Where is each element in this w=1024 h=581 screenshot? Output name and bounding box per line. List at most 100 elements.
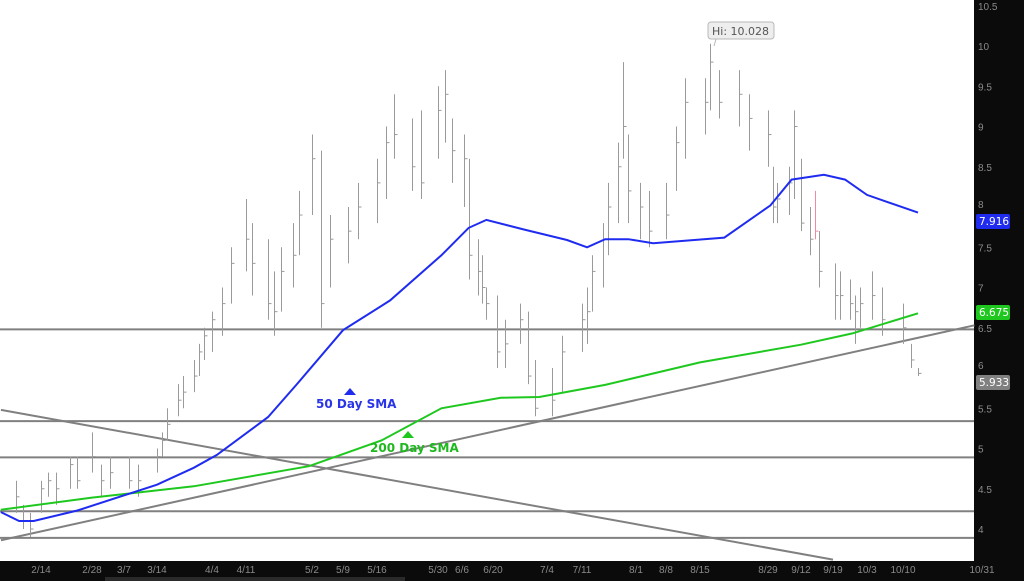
x-tick-label: 8/15 bbox=[690, 565, 710, 576]
ohlc-bar bbox=[486, 287, 490, 320]
ohlc-bar bbox=[850, 279, 854, 320]
ohlc-bar bbox=[835, 263, 839, 320]
ohlc-bar bbox=[719, 70, 723, 119]
ohlc-bar bbox=[587, 287, 591, 344]
scrollbar[interactable] bbox=[105, 577, 405, 581]
ohlc-bar bbox=[199, 343, 203, 377]
x-tick-label: 4/4 bbox=[205, 565, 219, 576]
x-axis: 2/14 2/28 3/7 3/14 4/4 4/11 5/2 5/9 5/16 5/30 6/6 6… bbox=[31, 565, 995, 576]
ohlc-bar bbox=[860, 287, 864, 328]
ohlc-bar bbox=[48, 472, 52, 497]
ohlc-bar bbox=[56, 472, 60, 505]
ohlc-bar bbox=[739, 70, 743, 127]
ohlc-bar bbox=[194, 359, 198, 393]
ohlc-bar bbox=[552, 368, 556, 417]
ohlc-bar bbox=[685, 78, 689, 159]
x-tick-label: 9/12 bbox=[791, 565, 811, 576]
last-price-tag: 5.933 bbox=[976, 375, 1010, 390]
svg-text:6.675: 6.675 bbox=[979, 307, 1009, 319]
x-tick-label: 7/4 bbox=[540, 565, 554, 576]
x-tick-label: 7/11 bbox=[573, 565, 592, 576]
x-tick-label: 6/20 bbox=[483, 565, 503, 576]
y-tick-label: 6.5 bbox=[978, 324, 992, 335]
ohlc-bar bbox=[348, 207, 352, 264]
ohlc-bar bbox=[452, 118, 456, 183]
y-tick-label: 8.5 bbox=[978, 163, 992, 174]
ohlc-bar bbox=[312, 134, 316, 216]
ohlc-bar bbox=[204, 327, 208, 360]
ohlc-bar bbox=[412, 118, 416, 191]
ohlc-bar bbox=[469, 158, 473, 280]
ohlc-bar bbox=[101, 464, 105, 497]
sma50-annotation: 50 Day SMA bbox=[316, 388, 397, 411]
ohlc-bar bbox=[281, 247, 285, 312]
x-tick-label: 5/30 bbox=[428, 565, 448, 576]
ohlc-bar bbox=[840, 271, 844, 320]
ohlc-bar bbox=[819, 231, 823, 288]
ohlc-bar bbox=[773, 166, 777, 224]
ohlc-bar bbox=[77, 456, 81, 489]
ohlc-bar bbox=[562, 335, 566, 393]
ohlc-bar bbox=[421, 110, 425, 199]
ohlc-bar bbox=[628, 134, 632, 224]
ohlc-bar bbox=[872, 271, 876, 320]
y-tick-label: 4.5 bbox=[978, 485, 992, 496]
ohlc-bar bbox=[801, 158, 805, 232]
triangle-up-icon bbox=[402, 431, 414, 438]
ohlc-bar bbox=[676, 126, 680, 191]
ohlc-bar bbox=[911, 343, 915, 368]
ohlc-bar bbox=[815, 190, 819, 240]
sma50-line bbox=[0, 173, 919, 522]
ohlc-bar bbox=[640, 182, 644, 240]
y-tick-label: 8 bbox=[978, 200, 984, 211]
triangle-up-icon bbox=[344, 388, 356, 395]
ohlc-bar bbox=[592, 255, 596, 312]
sma200-value-tag: 6.675 bbox=[976, 305, 1010, 320]
ohlc-bar bbox=[299, 190, 303, 256]
ohlc-bar bbox=[855, 295, 859, 344]
x-tick-label: 8/1 bbox=[629, 565, 643, 576]
ohlc-bar bbox=[30, 512, 34, 538]
ohlc-bar bbox=[394, 94, 398, 159]
ohlc-bar bbox=[520, 303, 524, 344]
x-tick-label: 3/14 bbox=[147, 565, 167, 576]
ohlc-bar bbox=[445, 70, 449, 143]
sma200-annotation: 200 Day SMA bbox=[370, 431, 460, 455]
ohlc-bar bbox=[438, 86, 442, 159]
trendlines bbox=[0, 324, 975, 561]
ohlc-bar bbox=[618, 142, 622, 224]
ohlc-bar bbox=[528, 311, 532, 385]
ohlc-bar bbox=[918, 368, 922, 377]
ohlc-bar bbox=[212, 311, 216, 352]
ohlc-bar bbox=[70, 456, 74, 489]
ohlc-bar bbox=[768, 110, 772, 167]
y-tick-label: 4 bbox=[978, 525, 984, 536]
ohlc-bar bbox=[777, 182, 781, 224]
ohlc-bar bbox=[649, 190, 653, 248]
x-tick-label: 9/19 bbox=[823, 565, 843, 576]
y-tick-label: 9.5 bbox=[978, 82, 992, 93]
ohlc-bar bbox=[178, 384, 182, 417]
ohlc-bar bbox=[386, 126, 390, 199]
ohlc-bar bbox=[358, 182, 362, 240]
x-tick-label: 2/28 bbox=[82, 565, 102, 576]
price-bars bbox=[16, 43, 922, 538]
ohlc-bar bbox=[710, 43, 714, 111]
ohlc-bar bbox=[608, 182, 612, 256]
y-tick-label: 9 bbox=[978, 123, 984, 134]
y-tick-label: 7.5 bbox=[978, 243, 992, 254]
ohlc-bar bbox=[794, 110, 798, 199]
svg-text:5.933: 5.933 bbox=[979, 377, 1009, 389]
ohlc-bar bbox=[167, 408, 171, 441]
x-tick-label: 5/2 bbox=[305, 565, 319, 576]
ohlc-bar bbox=[183, 376, 187, 409]
sma200-line bbox=[0, 312, 919, 511]
ohlc-bar bbox=[222, 287, 226, 336]
ohlc-bar bbox=[330, 215, 334, 288]
x-tick-label: 10/31 bbox=[969, 565, 994, 576]
ohlc-bar bbox=[252, 223, 256, 296]
ohlc-bar bbox=[623, 62, 627, 159]
sma50-label: 50 Day SMA bbox=[316, 397, 397, 411]
